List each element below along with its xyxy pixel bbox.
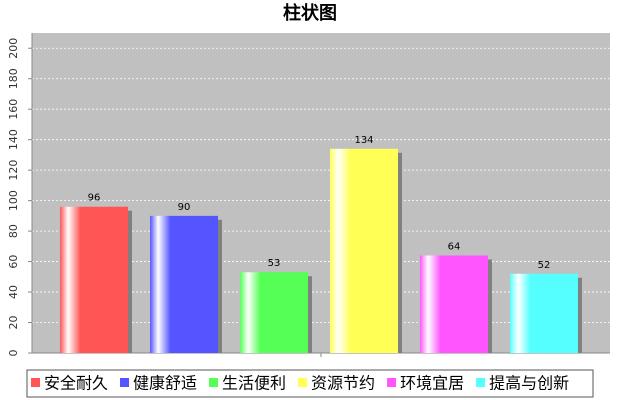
y-tick-label: 120 <box>7 160 20 181</box>
y-tick-label: 200 <box>7 38 20 59</box>
y-tick-label: 100 <box>7 190 20 211</box>
bar <box>60 206 129 353</box>
legend-label: 资源节约 <box>311 374 375 393</box>
legend-swatch <box>120 378 130 387</box>
legend-label: 提高与创新 <box>489 374 569 393</box>
legend-swatch <box>298 378 308 387</box>
y-tick-label: 40 <box>7 285 20 299</box>
legend-swatch <box>387 378 397 387</box>
y-tick-label: 60 <box>7 255 20 269</box>
y-tick-label: 180 <box>7 68 20 89</box>
chart-title: 柱状图 <box>283 2 337 24</box>
legend-label: 生活便利 <box>222 374 286 393</box>
value-label: 52 <box>538 260 551 271</box>
bar <box>330 148 398 353</box>
legend-swatch <box>476 378 486 387</box>
bar <box>510 273 578 353</box>
value-label: 134 <box>354 135 373 146</box>
y-tick-label: 140 <box>7 129 20 150</box>
bar <box>150 215 219 353</box>
legend-swatch <box>31 378 40 387</box>
y-tick-label: 80 <box>7 224 20 238</box>
y-tick-label: 0 <box>7 350 20 357</box>
value-label: 53 <box>268 258 281 269</box>
value-label: 96 <box>88 193 101 204</box>
y-tick-label: 20 <box>7 316 20 330</box>
legend-label: 安全耐久 <box>44 374 108 393</box>
legend-label: 健康舒适 <box>133 374 197 393</box>
y-tick-label: 160 <box>7 99 20 120</box>
bar <box>240 272 308 353</box>
bar <box>420 255 488 353</box>
value-label: 64 <box>448 241 461 252</box>
legend-swatch <box>209 378 219 387</box>
value-label: 90 <box>178 202 191 213</box>
legend-label: 环境宜居 <box>400 374 464 393</box>
